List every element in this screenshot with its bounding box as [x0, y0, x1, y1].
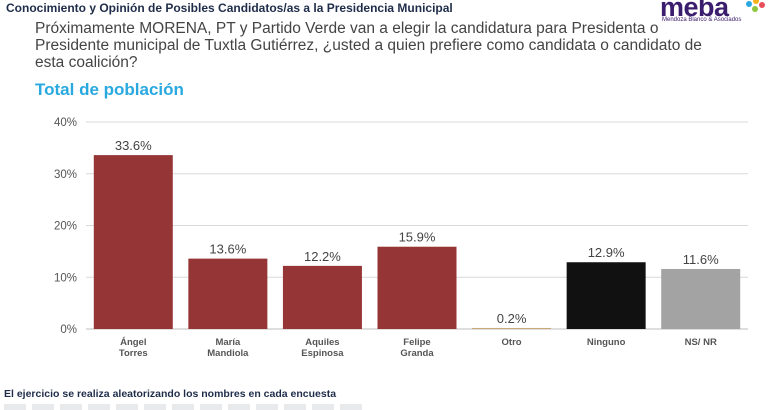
- x-tick-label: Ángel: [120, 337, 146, 348]
- bar: [566, 262, 646, 329]
- logo-dots-icon: [746, 0, 765, 12]
- y-tick-label: 30%: [54, 169, 77, 181]
- x-tick-label: NS/ NR: [685, 337, 717, 348]
- y-tick-label: 10%: [54, 272, 77, 284]
- data-label: 15.9%: [399, 230, 436, 245]
- data-label: 13.6%: [209, 242, 246, 257]
- x-tick-label: Granda: [400, 348, 434, 359]
- y-tick-label: 0%: [60, 324, 77, 336]
- x-tick-label: Mandiola: [207, 348, 249, 359]
- data-label: 12.2%: [304, 249, 341, 264]
- bar: [93, 155, 173, 329]
- x-tick-label: Felipe: [403, 337, 430, 348]
- x-tick-label: Torres: [119, 348, 148, 359]
- x-tick-label: María: [215, 337, 241, 348]
- chart-subtitle: Total de población: [35, 80, 184, 99]
- x-tick-label: Aquiles: [305, 337, 339, 348]
- bar: [472, 327, 552, 329]
- logo-tagline: Mendoza Blanco & Asociados: [662, 17, 742, 23]
- bar: [661, 268, 741, 329]
- faded-footnote: [4, 404, 364, 410]
- data-label: 12.9%: [588, 245, 625, 260]
- bar: [188, 258, 268, 329]
- survey-question: Próximamente MORENA, PT y Partido Verde …: [35, 20, 702, 71]
- data-label: 0.2%: [497, 311, 527, 326]
- bar: [377, 246, 457, 329]
- data-label: 11.6%: [683, 252, 719, 267]
- report-title: Conocimiento y Opinión de Posibles Candi…: [6, 1, 453, 15]
- x-tick-label: Otro: [502, 337, 522, 348]
- x-tick-label: Ninguno: [587, 337, 626, 348]
- data-label: 33.6%: [115, 138, 152, 153]
- y-tick-label: 40%: [54, 117, 77, 129]
- y-tick-label: 20%: [54, 221, 77, 233]
- bar: [282, 265, 362, 329]
- methodology-note: El ejercicio se realiza aleatorizando lo…: [4, 388, 337, 400]
- x-tick-label: Espinosa: [301, 348, 344, 359]
- company-logo: meba Mendoza Blanco & Asociados: [658, 0, 768, 28]
- logo-wordmark: meba: [660, 0, 729, 22]
